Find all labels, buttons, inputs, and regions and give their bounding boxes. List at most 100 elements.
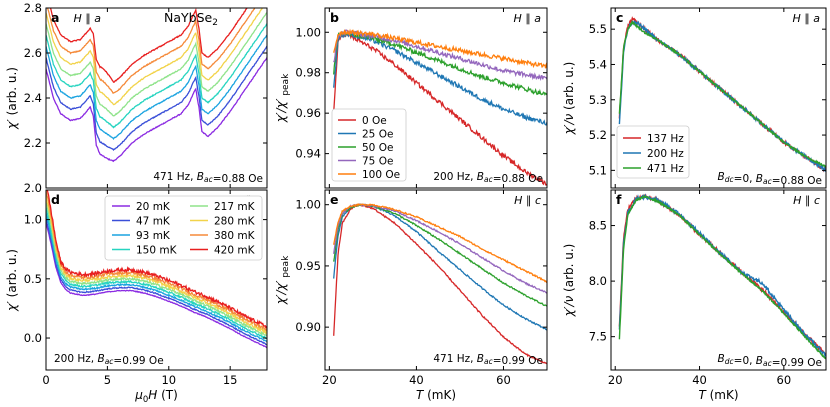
annotation-b: 200 Hz, Bac=0.88 Oe bbox=[433, 171, 543, 185]
y-tick-label-a: 2.2 bbox=[24, 136, 42, 150]
x-tick-label-f: 60 bbox=[777, 373, 792, 387]
x-axis-label-d: μ0H (T) bbox=[134, 388, 178, 405]
annotation-f: Bdc=0, Bac=0.99 Oe bbox=[718, 353, 822, 369]
panel-e: 0.90 0.95 1.00 20 40 60 e χ′/χ′ peak T (mK) H ∥ c… bbox=[274, 189, 548, 402]
axes-frame-b bbox=[324, 7, 548, 189]
y-tick-label-e: 1.00 bbox=[295, 198, 321, 212]
x-tick-label-d: 10 bbox=[161, 373, 176, 387]
legend-label: 93 mK bbox=[136, 230, 171, 242]
y-axis-label-c: χ′/ν (arb. u.) bbox=[562, 62, 576, 136]
y-tick-label-d: 1.0 bbox=[24, 213, 42, 227]
legend-label: 217 mK bbox=[214, 201, 256, 213]
y-tick-label-e: 0.95 bbox=[295, 259, 321, 273]
series-line-420 mK bbox=[46, 190, 267, 329]
series-line-100 Oe bbox=[333, 203, 547, 284]
panel-c-curves bbox=[618, 16, 826, 173]
x-axis-label-f: T (mK) bbox=[698, 388, 738, 402]
field-direction-b: H ∥ a bbox=[513, 12, 541, 25]
panel-e-curves bbox=[333, 203, 547, 365]
legend-frequencies: 137 Hz 200 Hz 471 Hz bbox=[616, 125, 690, 179]
y-tick-label-b: 0.96 bbox=[295, 106, 321, 120]
legend-label: 50 Oe bbox=[362, 142, 393, 154]
axes-frame-c bbox=[610, 7, 827, 189]
y-axis-label-f: χ′/ν (arb. u.) bbox=[562, 244, 576, 318]
series-line-0 Oe bbox=[333, 32, 547, 186]
y-tick-label-a: 2.0 bbox=[24, 181, 42, 195]
panel-f: 7.5 8.0 8.5 20 40 60 f χ′/ν (arb. u.) T (mK) H ∥ … bbox=[562, 189, 827, 402]
legend-box bbox=[331, 108, 407, 182]
y-tick-label-b: 0.94 bbox=[295, 147, 321, 161]
y-tick-label-d: 0.5 bbox=[24, 272, 42, 286]
y-tick-label-b: 1.00 bbox=[295, 25, 321, 39]
y-tick-label-d: 0.0 bbox=[24, 331, 42, 345]
y-tick-label-c: 5.2 bbox=[589, 128, 607, 142]
y-axis-label-d: χ′ (arb. u.) bbox=[5, 249, 19, 312]
legend-label: 75 Oe bbox=[362, 156, 393, 168]
panel-c: 5.1 5.2 5.3 5.4 5.5 c χ′/ν (arb. u.) H ∥ a Bdc=0… bbox=[562, 7, 827, 189]
x-tick-label-e: 20 bbox=[322, 373, 337, 387]
legend-label: 100 Oe bbox=[362, 169, 400, 181]
series-line-280 mK bbox=[46, 194, 267, 335]
legend-label: 0 Oe bbox=[362, 115, 387, 127]
legend-label: 47 mK bbox=[136, 216, 171, 228]
legend-label: 280 mK bbox=[214, 216, 256, 228]
series-line-150 mK bbox=[46, 206, 267, 340]
series-line-25 Oe bbox=[333, 203, 547, 331]
series-line-200 Hz bbox=[618, 193, 826, 358]
series-line-75 Oe bbox=[333, 203, 547, 294]
y-tick-label-a: 2.8 bbox=[24, 1, 42, 15]
annotation-e: 471 Hz, Bac=0.99 Oe bbox=[433, 353, 543, 367]
series-line-47 mK bbox=[46, 217, 267, 346]
field-direction-c: H ∥ a bbox=[792, 12, 820, 25]
y-axis-label-b: χ′/χ′ peak bbox=[274, 73, 291, 123]
x-tick-label-e: 40 bbox=[409, 373, 424, 387]
compound-label: NaYbSe2 bbox=[164, 10, 218, 28]
y-axis-label-a: χ′ (arb. u.) bbox=[5, 67, 19, 130]
panel-letter-a: a bbox=[51, 10, 59, 25]
axes-frame-e bbox=[324, 189, 548, 371]
series-line-150 mK bbox=[46, 23, 267, 129]
series-line-280 mK bbox=[46, 8, 264, 106]
x-tick-label-f: 40 bbox=[692, 373, 707, 387]
y-tick-label-c: 5.5 bbox=[589, 22, 607, 36]
legend-label: 471 Hz bbox=[647, 163, 684, 175]
series-line-100 Oe bbox=[333, 28, 547, 69]
series-line-471 Hz bbox=[618, 20, 826, 168]
legend-label: 25 Oe bbox=[362, 129, 393, 141]
legend-label: 150 mK bbox=[136, 245, 178, 257]
series-line-75 Oe bbox=[333, 29, 547, 81]
x-axis-label-e: T (mK) bbox=[416, 388, 456, 402]
legend-label: 137 Hz bbox=[647, 133, 684, 145]
field-direction-e: H ∥ c bbox=[514, 194, 541, 207]
panel-f-curves bbox=[618, 193, 826, 360]
legend-box bbox=[616, 125, 690, 179]
x-tick-label-f: 20 bbox=[608, 373, 623, 387]
annotation-c: Bdc=0, Bac=0.88 Oe bbox=[718, 171, 822, 187]
panel-b-curves bbox=[333, 28, 547, 186]
panel-letter-e: e bbox=[330, 192, 338, 207]
series-line-20 mK bbox=[46, 57, 267, 163]
series-line-217 mK bbox=[46, 12, 267, 117]
annotation-a: 471 Hz, Bac=0.88 Oe bbox=[153, 171, 263, 185]
legend-label: 20 mK bbox=[136, 201, 171, 213]
y-tick-label-a: 2.4 bbox=[24, 91, 42, 105]
series-line-93 mK bbox=[46, 211, 267, 343]
legend-temperatures: 20 mK 47 mK 93 mK 150 mK 217 mK 280 mK 380 mK 4… bbox=[104, 195, 263, 261]
panel-letter-c: c bbox=[616, 10, 623, 25]
y-tick-label-a: 2.6 bbox=[24, 46, 42, 60]
series-line-137 Hz bbox=[618, 193, 826, 356]
panel-a-curves bbox=[46, 8, 267, 163]
field-direction-f: H ∥ c bbox=[793, 194, 820, 207]
series-line-25 Oe bbox=[333, 31, 547, 126]
x-tick-label-e: 60 bbox=[496, 373, 511, 387]
axes-frame-f bbox=[610, 189, 827, 371]
y-tick-label-f: 7.5 bbox=[589, 330, 607, 344]
legend-label: 380 mK bbox=[214, 230, 256, 242]
panel-d-curves bbox=[46, 190, 267, 349]
axes-frame-a bbox=[45, 7, 268, 189]
panel-letter-b: b bbox=[330, 10, 339, 25]
x-tick-label-d: 5 bbox=[104, 373, 111, 387]
